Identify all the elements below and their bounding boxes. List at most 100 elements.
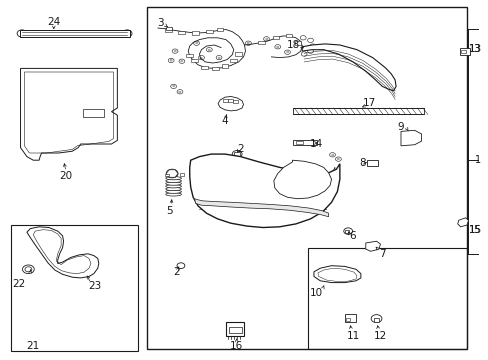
Text: 2: 2 [173,267,180,277]
Bar [228,99,233,102]
Bar [258,41,264,44]
Circle shape [36,145,42,150]
Bar [178,31,185,34]
Circle shape [308,184,313,187]
Circle shape [193,41,199,45]
Polygon shape [189,154,339,228]
Text: 1: 1 [474,155,480,165]
Circle shape [335,157,341,161]
Bar [146,7,466,349]
Text: 16: 16 [229,341,243,351]
Bar [459,48,469,55]
Bar [223,99,228,102]
Circle shape [287,179,292,183]
Bar [225,322,244,336]
Circle shape [22,265,34,274]
Bar [216,28,223,31]
Ellipse shape [165,177,181,180]
Circle shape [245,41,251,45]
Text: 17: 17 [362,98,375,108]
Circle shape [300,36,305,40]
Circle shape [308,174,313,178]
Bar [228,327,241,333]
Circle shape [307,49,313,53]
Text: 7: 7 [378,249,385,259]
Text: 10: 10 [310,288,323,298]
Polygon shape [20,68,117,160]
Circle shape [79,268,87,274]
Text: 22: 22 [12,279,25,289]
Circle shape [343,228,352,234]
Circle shape [299,175,304,179]
FancyBboxPatch shape [61,80,71,138]
Text: 24: 24 [47,17,61,27]
Bar [180,173,183,176]
Bar [165,28,172,32]
Ellipse shape [165,182,181,185]
Ellipse shape [165,193,181,196]
Bar [166,27,172,30]
Text: 3: 3 [157,18,163,28]
Circle shape [206,48,212,52]
Text: 15: 15 [468,225,481,235]
Circle shape [179,59,184,63]
Bar [222,217,237,220]
Text: 4: 4 [221,116,228,126]
Ellipse shape [165,190,181,193]
Bar [344,230,348,233]
Bar [205,30,212,33]
FancyBboxPatch shape [31,80,41,138]
Bar [235,52,242,56]
Circle shape [274,45,280,49]
Bar [307,248,466,349]
Circle shape [301,52,306,56]
FancyBboxPatch shape [51,80,61,138]
Bar [234,152,240,156]
Circle shape [103,134,110,139]
Circle shape [17,30,27,37]
Bar [366,160,377,166]
Bar [201,66,207,69]
Circle shape [299,186,304,189]
Circle shape [290,184,295,187]
Polygon shape [313,266,360,283]
Circle shape [24,131,31,136]
Text: 20: 20 [60,171,72,181]
Text: 19: 19 [197,177,211,187]
Circle shape [216,55,222,60]
Circle shape [329,153,335,157]
Circle shape [166,169,178,178]
Circle shape [122,30,132,37]
Text: 14: 14 [309,139,323,149]
Bar [11,225,138,351]
Circle shape [309,44,315,48]
Circle shape [370,315,381,323]
Circle shape [168,58,174,63]
Bar [221,64,228,68]
Text: 6: 6 [348,231,355,241]
Circle shape [292,179,297,183]
Text: 21: 21 [26,341,40,351]
Circle shape [307,38,313,42]
Bar [346,318,349,321]
Circle shape [299,179,304,183]
Bar [211,67,218,70]
Polygon shape [218,96,243,111]
Bar [230,59,237,62]
Text: 18: 18 [286,40,300,50]
Circle shape [172,49,178,53]
Ellipse shape [165,188,181,191]
Text: 13: 13 [468,44,481,54]
Text: 23: 23 [88,281,102,291]
Polygon shape [27,227,99,278]
Text: 2: 2 [237,144,244,154]
Bar [272,36,279,39]
Circle shape [299,183,304,186]
Text: 15: 15 [468,225,481,235]
Circle shape [306,179,311,183]
Polygon shape [302,44,395,91]
Text: 9: 9 [397,122,404,132]
Bar [165,174,169,176]
Polygon shape [194,199,328,217]
Circle shape [177,90,183,94]
